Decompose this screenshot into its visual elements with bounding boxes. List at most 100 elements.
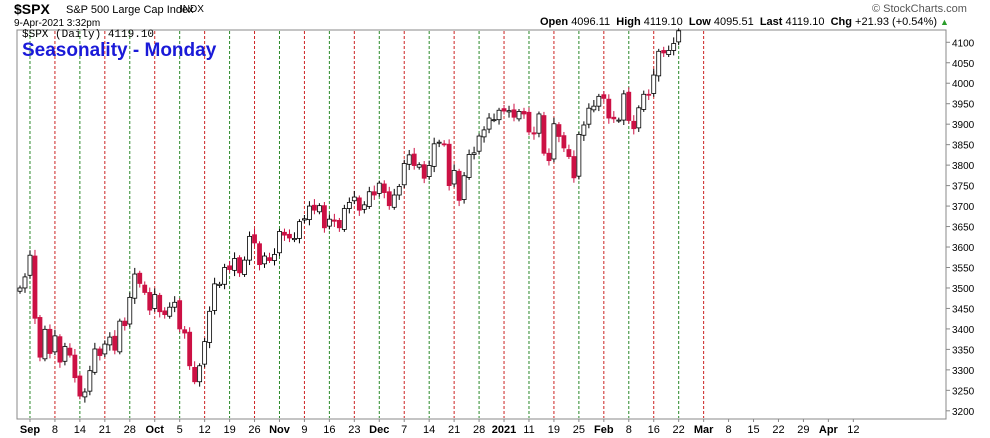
candle-body (581, 124, 587, 136)
candle-body (541, 115, 547, 154)
candle-body (521, 111, 527, 115)
y-tick-label: 3350 (952, 345, 975, 356)
x-tick-label: Nov (269, 424, 291, 436)
candle-body (222, 267, 227, 285)
candle-body (217, 283, 223, 286)
candle-body (177, 300, 183, 330)
open-label: Open (540, 16, 569, 28)
y-tick-label: 3200 (952, 407, 975, 418)
y-tick-label: 3600 (952, 243, 975, 254)
candle-body (481, 129, 487, 138)
candle-body (282, 231, 287, 236)
candle-body (551, 123, 557, 160)
candle-body (257, 243, 262, 266)
candle-body (571, 156, 577, 179)
x-tick-label: 5 (177, 424, 183, 436)
candle-body (501, 108, 507, 112)
candle-body (441, 143, 447, 146)
y-tick-label: 3500 (952, 284, 975, 295)
candle-body (142, 284, 148, 293)
candle-body (351, 196, 357, 202)
candle-series (17, 28, 682, 403)
candle-body (117, 320, 123, 353)
y-tick-label: 3300 (952, 366, 975, 377)
last-label: Last (759, 16, 783, 28)
candle-body (162, 310, 168, 315)
high-value: 4119.10 (643, 16, 683, 28)
x-tick-label: Oct (146, 424, 165, 436)
x-tick-label: 23 (348, 424, 360, 436)
candle-body (451, 170, 457, 185)
candle-body (381, 183, 387, 193)
candle-body (122, 320, 128, 327)
y-tick-label: 3650 (952, 223, 975, 234)
candle-body (137, 272, 143, 284)
candle-body (87, 370, 93, 392)
candle-body (112, 335, 118, 351)
candle-body (212, 283, 218, 311)
candle-body (52, 335, 58, 353)
candle-body (167, 306, 173, 317)
low-label: Low (688, 16, 711, 28)
candle-body (62, 346, 68, 362)
candle-body (192, 367, 198, 383)
candle-body (631, 120, 637, 130)
x-tick-label: 22 (772, 424, 784, 436)
candle-body (107, 336, 113, 346)
candle-body (586, 107, 592, 125)
y-axis: 3200 3250 3300 3350 3400 3450 3500 3550 3600 3650… (946, 38, 975, 418)
exchange-label: INDX (180, 4, 204, 15)
series-legend: $SPX (Daily) 4119.10 (22, 29, 155, 41)
candle-body (486, 117, 492, 130)
x-tick-label: 19 (223, 424, 235, 436)
candle-body (302, 218, 307, 221)
candle-body (361, 204, 367, 210)
candle-body (476, 135, 482, 152)
y-tick-label: 3250 (952, 386, 975, 397)
x-tick-label: 19 (548, 424, 560, 436)
candle-body (272, 253, 277, 261)
candle-body (331, 219, 337, 222)
candle-body (267, 257, 272, 261)
candle-body (366, 191, 372, 207)
candle-body (307, 205, 312, 220)
candle-body (326, 218, 332, 227)
candle-body (456, 170, 462, 201)
x-tick-label: Sep (20, 424, 40, 436)
x-tick-label: 22 (673, 424, 685, 436)
x-tick-label: 21 (99, 424, 111, 436)
x-tick-label: 2021 (492, 424, 516, 436)
candle-body (72, 354, 78, 379)
high-label: High (616, 16, 641, 28)
candle-body (406, 154, 412, 165)
x-tick-label: 12 (847, 424, 859, 436)
candle-body (132, 273, 138, 299)
candle-body (596, 95, 602, 107)
candle-body (621, 93, 627, 121)
candle-body (187, 331, 193, 367)
x-tick-label: Mar (694, 424, 714, 436)
y-tick-label: 4000 (952, 79, 975, 90)
candle-body (297, 221, 302, 239)
candle-body (57, 336, 63, 363)
y-tick-label: 3550 (952, 263, 975, 274)
x-tick-label: Apr (819, 424, 839, 436)
candle-body (82, 391, 88, 398)
x-tick-label: 26 (248, 424, 260, 436)
low-value: 4095.51 (713, 16, 754, 28)
y-tick-label: 3950 (952, 100, 975, 111)
chart-title: Seasonality - Monday (22, 40, 217, 61)
candle-body (526, 111, 532, 133)
candle-body (277, 231, 282, 254)
x-tick-label: 16 (648, 424, 660, 436)
symbol-label: $SPX (14, 1, 50, 17)
x-tick-label: 8 (726, 424, 732, 436)
candle-body (341, 208, 347, 230)
y-tick-label: 3900 (952, 120, 975, 131)
candle-body (611, 116, 617, 120)
description-label: S&P 500 Large Cap Index (66, 4, 194, 16)
candle-body (641, 93, 647, 110)
candle-body (531, 132, 537, 135)
candle-body (312, 204, 317, 211)
